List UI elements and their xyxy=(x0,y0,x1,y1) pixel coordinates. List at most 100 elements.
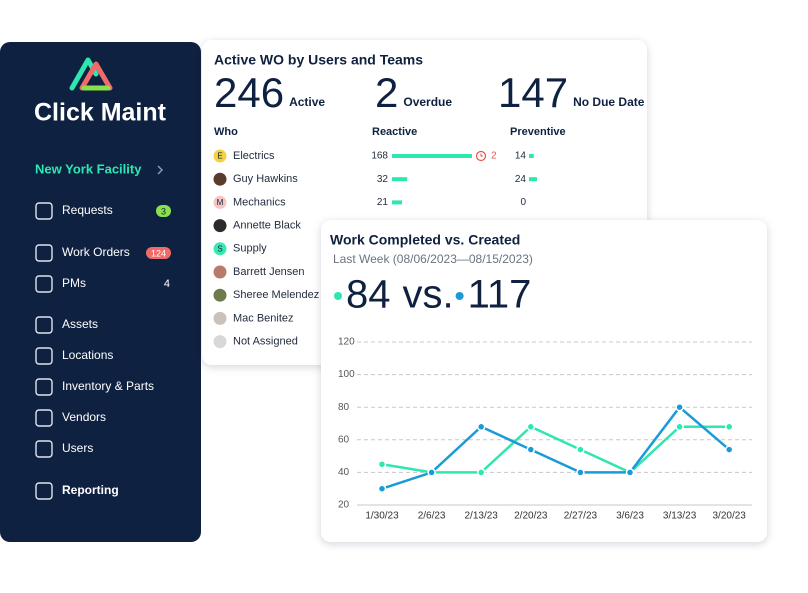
avatar-initial: M xyxy=(217,198,224,207)
nav-item[interactable]: Inventory & Parts xyxy=(62,379,154,393)
avatar-initial: S xyxy=(217,244,222,253)
reactive-bar xyxy=(392,200,402,205)
row-name: Barrett Jensen xyxy=(233,266,305,278)
y-tick-label: 20 xyxy=(338,500,350,511)
nav-icon xyxy=(35,347,53,365)
x-tick-label: 1/30/23 xyxy=(365,511,399,522)
series-point xyxy=(675,422,684,432)
y-tick-label: 60 xyxy=(338,434,350,445)
x-tick-label: 2/13/23 xyxy=(465,511,499,522)
y-tick-label: 40 xyxy=(338,467,350,478)
avatar xyxy=(213,335,227,349)
nav-item[interactable]: Requests xyxy=(62,203,113,217)
column-header: Preventive xyxy=(510,126,566,138)
series-point xyxy=(576,445,585,454)
row-name: Mechanics xyxy=(233,196,286,208)
series-point xyxy=(526,445,536,454)
stat-label: Active xyxy=(289,95,325,109)
nav-icon xyxy=(35,244,53,262)
x-tick-label: 2/6/23 xyxy=(418,511,446,522)
series-point xyxy=(625,468,635,477)
series-point xyxy=(427,468,436,477)
legend-dot xyxy=(455,292,464,300)
avatar-initial: E xyxy=(217,152,222,161)
brand: Click Maint xyxy=(34,99,167,127)
x-tick-label: 3/20/23 xyxy=(713,511,747,522)
legend-dot xyxy=(334,292,342,300)
avatar xyxy=(213,149,227,163)
nav-item[interactable]: Locations xyxy=(62,348,113,362)
nav-icon xyxy=(35,202,53,220)
nav-item[interactable]: Vendors xyxy=(62,410,106,424)
series-point xyxy=(724,445,734,454)
nav-icon xyxy=(35,482,53,500)
preventive-bar xyxy=(529,177,537,182)
nav-icon xyxy=(35,275,53,293)
card-subtitle: Last Week (08/06/2023—08/15/2023) xyxy=(333,252,533,266)
nav-item[interactable]: Work Orders xyxy=(62,245,130,259)
created-total: 117 xyxy=(468,273,532,317)
chart-card: Work Completed vs. Created Last Week (08… xyxy=(321,220,767,542)
column-header: Reactive xyxy=(372,126,417,138)
y-tick-label: 80 xyxy=(338,402,350,413)
preventive-count: 0 xyxy=(520,197,526,208)
series-point xyxy=(526,422,536,432)
nav-icon xyxy=(35,409,53,427)
facility[interactable]: New York Facility xyxy=(35,161,142,176)
row-name: Mac Benitez xyxy=(233,312,294,324)
reactive-count: 21 xyxy=(377,197,389,208)
nav-item[interactable]: Reporting xyxy=(62,483,119,497)
row-name: Annette Black xyxy=(233,220,301,232)
nav-item[interactable]: Assets xyxy=(62,317,98,331)
series-point xyxy=(576,468,585,477)
separator: vs. xyxy=(403,273,454,317)
card-bg xyxy=(321,220,767,542)
nav-badge: 3 xyxy=(161,206,166,216)
card-title: Work Completed vs. Created xyxy=(330,232,520,248)
series-point xyxy=(675,402,684,412)
stat-label: No Due Date xyxy=(573,95,645,109)
stat-value: 2 xyxy=(375,69,398,116)
avatar xyxy=(213,265,227,279)
y-tick-label: 100 xyxy=(338,369,355,380)
nav-icon xyxy=(35,378,53,396)
chevron xyxy=(157,165,164,175)
series-point xyxy=(476,422,486,432)
series-point xyxy=(476,468,486,477)
stat-value: 246 xyxy=(214,69,284,116)
reactive-count: 168 xyxy=(371,151,388,162)
series-point xyxy=(724,422,734,432)
stat-label: Overdue xyxy=(403,95,452,109)
y-tick-label: 120 xyxy=(338,337,355,348)
badge-bg xyxy=(155,205,171,217)
nav-icon xyxy=(35,440,53,458)
reactive-bar xyxy=(392,177,408,182)
reactive-bar xyxy=(392,154,472,158)
avatar xyxy=(213,242,227,256)
card-title: Active WO by Users and Teams xyxy=(214,52,423,68)
sidebar: Click Maint New York Facility Requests 3 W… xyxy=(0,42,201,542)
logo xyxy=(69,57,113,91)
nav-item[interactable]: PMs xyxy=(62,276,86,290)
series-point xyxy=(377,484,387,493)
avatar xyxy=(213,311,227,325)
x-tick-label: 3/13/23 xyxy=(663,511,697,522)
series-point xyxy=(377,460,387,469)
overdue-count: 2 xyxy=(491,151,497,162)
nav-icon xyxy=(35,316,53,334)
avatar xyxy=(213,172,227,186)
overdue-icon xyxy=(475,150,487,162)
nav-item[interactable]: Users xyxy=(62,441,93,455)
row-name: Not Assigned xyxy=(233,336,298,348)
avatar xyxy=(213,195,227,209)
avatar xyxy=(213,219,227,233)
reactive-count: 32 xyxy=(377,174,389,185)
preventive-count: 24 xyxy=(515,174,527,185)
column-header: Who xyxy=(214,126,238,138)
row-name: Guy Hawkins xyxy=(233,173,298,185)
x-tick-label: 3/6/23 xyxy=(616,511,644,522)
row-name: Sheree Melendez xyxy=(233,289,319,301)
row-name: Electrics xyxy=(233,150,275,162)
series-line xyxy=(381,425,730,474)
